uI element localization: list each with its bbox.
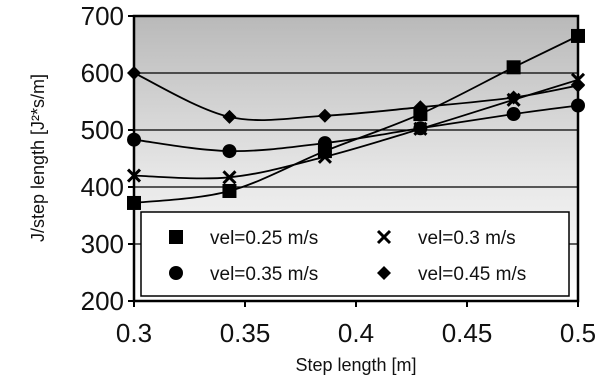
y-tick-label-600: 600: [81, 58, 124, 88]
point-vel-0-35-m-s-4: [506, 107, 521, 122]
legend-label-vel-0-25-m-s: vel=0.25 m/s: [210, 228, 318, 249]
legend-marker-vel-0-35-m-s: [169, 266, 183, 280]
x-tick-label-0-35: 0.35: [220, 318, 271, 348]
point-vel-0-45-m-s-3: [413, 100, 428, 115]
legend-marker-vel-0-25-m-s: [169, 230, 183, 244]
point-vel-0-3-m-s-1: [222, 170, 237, 185]
legend-label-vel-0-3-m-s: vel=0.3 m/s: [418, 228, 516, 249]
point-vel-0-35-m-s-1: [222, 144, 237, 159]
legend-marker-vel-0-45-m-s: [377, 266, 391, 280]
legend-marker-vel-0-3-m-s: [376, 229, 392, 245]
point-vel-0-45-m-s-2: [317, 108, 332, 123]
y-tick-label-700: 700: [81, 1, 124, 31]
point-vel-0-35-m-s-3: [413, 121, 428, 136]
point-vel-0-3-m-s-2: [317, 149, 332, 164]
y-tick-label-200: 200: [81, 286, 124, 316]
y-tick-label-400: 400: [81, 172, 124, 202]
x-tick-label-0-45: 0.45: [442, 318, 493, 348]
point-vel-0-25-m-s-4: [506, 60, 521, 75]
legend-box: [140, 211, 570, 297]
y-axis-title: J/step length [J²*s/m]: [28, 74, 48, 242]
legend: vel=0.25 m/s vel=0.3 m/s vel=0.35 m/s vel=0…: [140, 211, 570, 297]
point-vel-0-25-m-s-1: [222, 183, 237, 198]
x-tick-label-0-5: 0.5: [560, 318, 596, 348]
point-vel-0-45-m-s-4: [506, 90, 521, 105]
legend-label-vel-0-45-m-s: vel=0.45 m/s: [418, 264, 526, 285]
x-axis-title: Step length [m]: [295, 355, 416, 375]
point-vel-0-35-m-s-2: [317, 136, 332, 151]
x-tick-label-0-4: 0.4: [338, 318, 374, 348]
y-tick-label-500: 500: [81, 115, 124, 145]
point-vel-0-45-m-s-1: [222, 109, 237, 124]
legend-label-vel-0-35-m-s: vel=0.35 m/s: [210, 264, 318, 285]
y-tick-label-300: 300: [81, 229, 124, 259]
x-tick-label-0-3: 0.3: [116, 318, 152, 348]
axis-ticks: 200 300 400 500 600 700 0.3 0.35 0.4 0.45 0.5: [81, 1, 596, 348]
